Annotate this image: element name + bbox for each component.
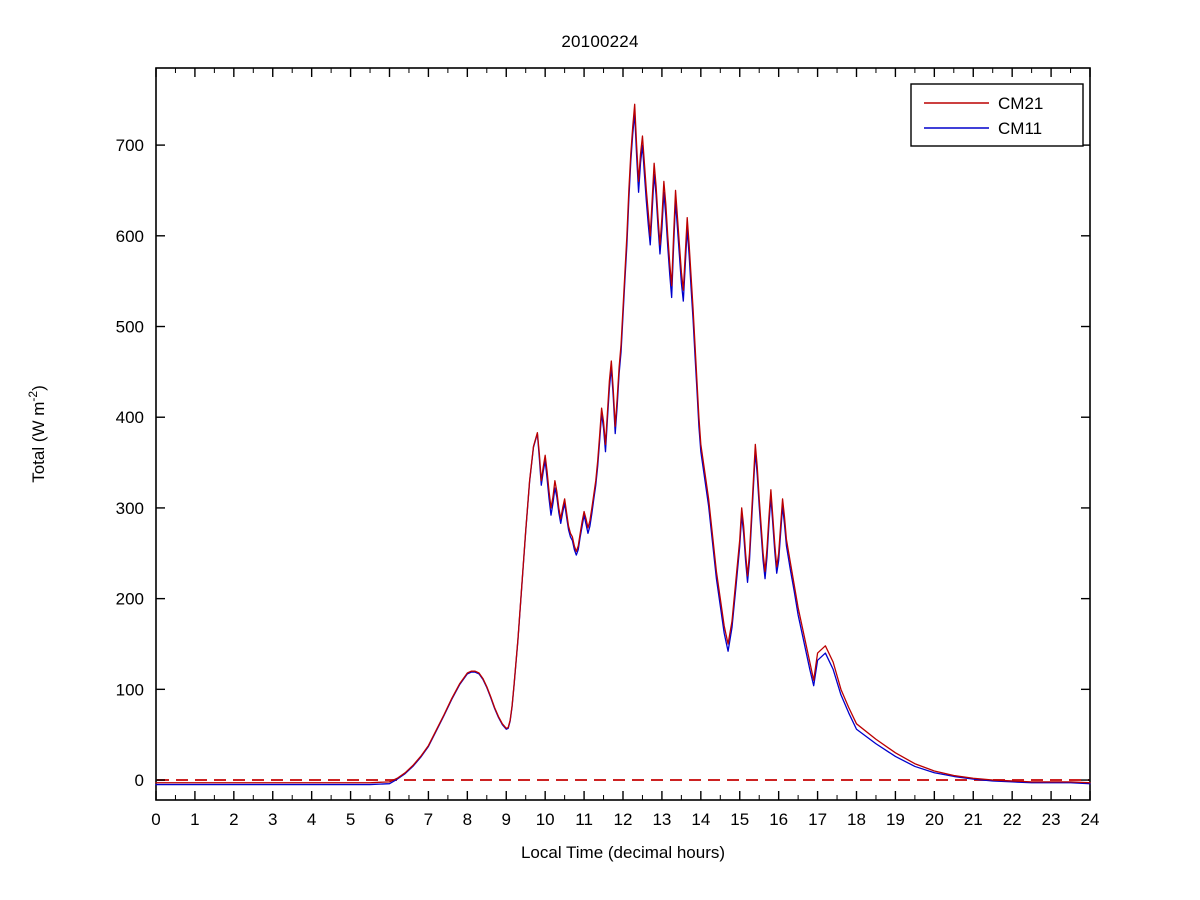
x-tick-label: 12 [614,810,633,829]
y-tick-label: 700 [116,136,144,155]
y-tick-label: 400 [116,408,144,427]
x-tick-label: 9 [502,810,511,829]
x-tick-label: 1 [190,810,199,829]
x-axis-label: Local Time (decimal hours) [521,843,725,862]
y-tick-label: 500 [116,318,144,337]
legend-label-cm21[interactable]: CM21 [998,94,1043,113]
chart-title: 20100224 [561,32,639,51]
y-tick-label: 100 [116,680,144,699]
x-tick-label: 2 [229,810,238,829]
axis-labels-group: Local Time (decimal hours) Total (W m-2) [26,385,725,862]
x-tick-label: 21 [964,810,983,829]
series-line-cm11 [155,112,1091,786]
tick-labels-group: 0 1 2 3 4 5 6 7 8 9 10 11 12 13 14 15 16 17 18 19 20 21 22 23 24… [116,136,1100,829]
x-tick-label: 20 [925,810,944,829]
y-axis-label-main: Total (W m [29,402,48,483]
legend-label-cm11[interactable]: CM11 [998,119,1042,138]
x-tick-label: 23 [1042,810,1061,829]
x-tick-label: 5 [346,810,355,829]
y-axis-label: Total (W m-2) [26,385,48,483]
x-tick-label: 24 [1081,810,1100,829]
legend-frame [910,83,1084,147]
x-tick-label: 4 [307,810,316,829]
x-tick-label: 22 [1003,810,1022,829]
axes-group [155,67,1091,801]
x-tick-label: 11 [575,810,593,829]
x-tick-label: 0 [151,810,160,829]
y-tick-label: 300 [116,499,144,518]
x-tick-label: 15 [730,810,749,829]
x-tick-label: 16 [769,810,788,829]
x-tick-label: 19 [886,810,905,829]
x-tick-label: 7 [424,810,433,829]
y-tick-label: 200 [116,590,144,609]
y-tick-label: 600 [116,227,144,246]
data-series-group [155,103,1091,786]
series-line-cm21 [155,103,1091,784]
x-tick-label: 17 [808,810,827,829]
legend-box[interactable]: CM21 CM11 [910,83,1084,147]
x-tick-label: 6 [385,810,394,829]
y-axis-label-close: ) [29,385,48,391]
x-tick-label: 18 [847,810,866,829]
y-axis-label-exponent: -2 [26,391,40,402]
y-tick-label: 0 [135,771,144,790]
x-tick-label: 3 [268,810,277,829]
x-tick-label: 10 [536,810,555,829]
x-tick-label: 13 [652,810,671,829]
y-axis-label-text: Total (W m-2) [26,385,48,483]
plot-frame [155,67,1091,801]
tick-marks-group [155,68,1091,800]
x-tick-label: 8 [463,810,472,829]
x-tick-label: 14 [691,810,710,829]
